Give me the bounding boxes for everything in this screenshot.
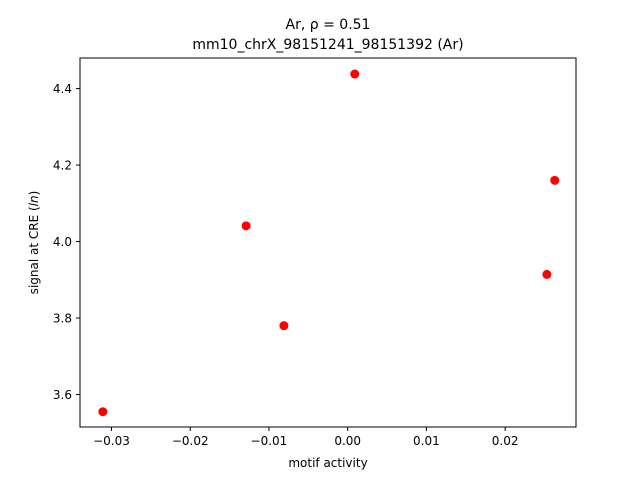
y-axis-label: signal at CRE (ln) <box>27 191 41 295</box>
y-tick-label: 3.8 <box>53 312 72 326</box>
y-tick-label: 4.0 <box>53 235 72 249</box>
y-ticks: 3.6 3.8 4.0 4.2 4.4 <box>53 82 80 402</box>
y-tick-label: 4.2 <box>53 159 72 173</box>
y-axis-label-italic: ln <box>27 195 41 206</box>
plot-frame <box>79 57 577 428</box>
plot-area <box>80 58 576 427</box>
data-point <box>550 175 560 185</box>
x-ticks: −0.03 −0.02 −0.01 0.00 0.01 0.02 <box>93 427 519 448</box>
data-points <box>98 69 560 417</box>
data-point <box>98 407 108 417</box>
data-point <box>542 269 552 279</box>
y-axis-label-prefix: signal at CRE ( <box>27 206 41 294</box>
data-point <box>241 221 251 231</box>
x-tick-label: −0.03 <box>93 434 130 448</box>
y-tick-label: 3.6 <box>53 388 72 402</box>
data-point <box>350 69 360 79</box>
x-tick-label: −0.01 <box>251 434 288 448</box>
chart-title-line1: Ar, ρ = 0.51 <box>286 17 371 33</box>
x-axis-label: motif activity <box>288 456 367 470</box>
x-tick-label: −0.02 <box>172 434 209 448</box>
chart-title-line2: mm10_chrX_98151241_98151392 (Ar) <box>192 37 463 53</box>
y-tick-label: 4.4 <box>53 82 72 96</box>
x-tick-label: 0.02 <box>492 434 519 448</box>
y-axis-label-suffix: ) <box>27 191 41 196</box>
x-tick-label: 0.00 <box>334 434 361 448</box>
x-tick-label: 0.01 <box>413 434 440 448</box>
data-point <box>279 321 289 331</box>
